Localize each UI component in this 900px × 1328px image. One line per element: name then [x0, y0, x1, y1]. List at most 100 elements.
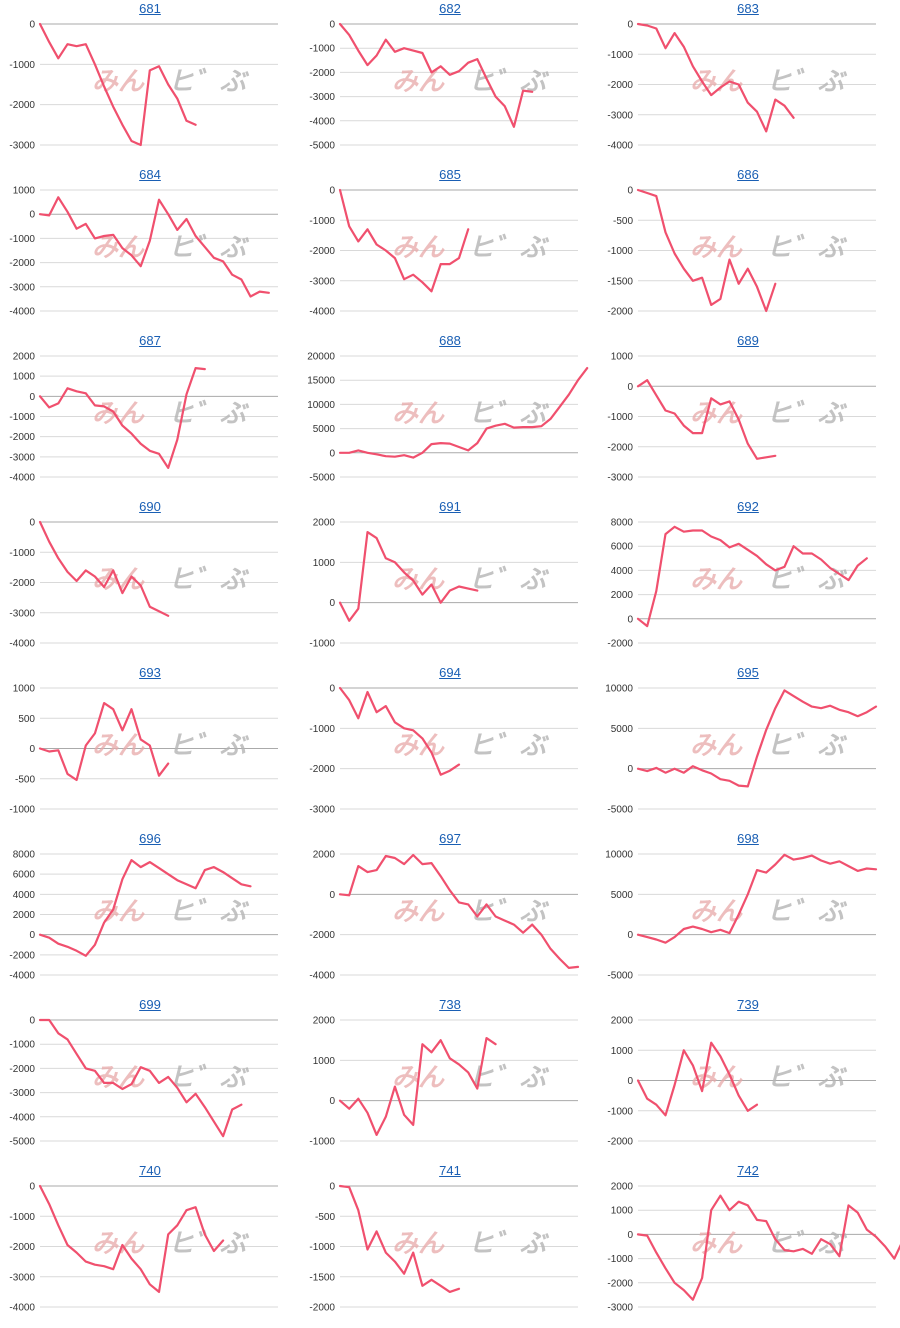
line-chart: 8000 6000 4000 2000 0 -2000 -4000 みん ヒ゛ぶ: [9, 850, 278, 982]
watermark-logo: みん: [392, 67, 445, 97]
y-tick-label: -3000: [9, 1272, 35, 1283]
watermark-logo: ヒ゛ぶ: [766, 731, 848, 761]
y-tick-label: 0: [29, 210, 35, 221]
watermark-logo: ヒ゛ぶ: [168, 67, 250, 97]
line-chart: 2000 1000 0 -1000 -2000 みん ヒ゛ぶ: [607, 1016, 876, 1148]
chart-title-link[interactable]: 682: [439, 1, 461, 16]
chart-681: 681 0 -1000 -2000 -3000 みん ヒ゛ぶ: [0, 0, 300, 166]
y-tick-label: 4000: [611, 566, 634, 577]
y-tick-label: 5000: [313, 424, 336, 435]
chart-title-link[interactable]: 686: [737, 167, 759, 182]
y-tick-label: 0: [29, 392, 35, 403]
watermark-logo: ヒ゛ぶ: [468, 233, 550, 263]
chart-title-link[interactable]: 699: [139, 997, 161, 1012]
watermark-logo: ヒ゛ぶ: [766, 897, 848, 927]
series-line: [636, 1194, 900, 1301]
y-tick-label: -1000: [9, 412, 35, 423]
y-tick-label: 6000: [611, 542, 634, 553]
chart-741: 741 0 -500 -1000 -1500 -2000 みん ヒ゛ぶ: [300, 1162, 600, 1328]
line-chart: 0 -1000 -2000 -3000 -4000 みん ヒ゛ぶ: [607, 20, 876, 152]
y-tick-label: 0: [329, 20, 335, 31]
y-tick-label: -2000: [309, 930, 335, 941]
y-tick-label: -1000: [607, 1106, 633, 1117]
y-tick-label: 0: [29, 1016, 35, 1027]
chart-title-link[interactable]: 741: [439, 1163, 461, 1178]
series-line: [38, 1184, 225, 1293]
y-tick-label: -500: [613, 216, 633, 227]
y-tick-label: -3000: [9, 282, 35, 293]
y-tick-label: -1000: [607, 1254, 633, 1265]
y-tick-label: 4000: [13, 890, 36, 901]
y-tick-label: -3000: [607, 473, 633, 484]
chart-title-link[interactable]: 688: [439, 333, 461, 348]
y-tick-label: 0: [627, 764, 633, 775]
chart-title-link[interactable]: 697: [439, 831, 461, 846]
watermark-logo: みん: [92, 897, 145, 927]
chart-title-link[interactable]: 684: [139, 167, 161, 182]
series-line: [636, 689, 878, 788]
y-tick-label: 1000: [611, 1046, 634, 1057]
watermark-logo: ヒ゛ぶ: [168, 731, 250, 761]
y-tick-label: -3000: [9, 141, 35, 152]
y-tick-label: 0: [329, 598, 335, 609]
y-tick-label: 20000: [307, 352, 335, 363]
chart-696: 696 8000 6000 4000 2000 0 -2000 -4000 みん ヒ゛ぶ: [0, 830, 300, 996]
chart-title-link[interactable]: 698: [737, 831, 759, 846]
y-tick-label: -2000: [607, 639, 633, 650]
y-tick-label: 2000: [13, 352, 36, 363]
y-tick-label: -5000: [9, 1137, 35, 1148]
chart-title-link[interactable]: 693: [139, 665, 161, 680]
y-tick-label: 0: [329, 1182, 335, 1193]
line-chart: 0 -1000 -2000 -3000 -4000 みん ヒ゛ぶ: [309, 186, 578, 318]
y-tick-label: 1000: [13, 372, 36, 383]
y-tick-label: -1000: [607, 50, 633, 61]
chart-title-link[interactable]: 690: [139, 499, 161, 514]
chart-title-link[interactable]: 740: [139, 1163, 161, 1178]
watermark-logo: ヒ゛ぶ: [468, 565, 550, 595]
chart-title-link[interactable]: 687: [139, 333, 161, 348]
y-tick-label: 1000: [313, 558, 336, 569]
y-tick-label: -1000: [309, 216, 335, 227]
y-tick-label: 0: [329, 186, 335, 197]
watermark-logo: ヒ゛ぶ: [168, 897, 250, 927]
chart-694: 694 0 -1000 -2000 -3000 みん ヒ゛ぶ: [300, 664, 600, 830]
chart-title-link[interactable]: 695: [737, 665, 759, 680]
y-tick-label: -2000: [309, 764, 335, 775]
y-tick-label: -1000: [309, 1242, 335, 1253]
chart-698: 698 10000 5000 0 -5000 みん ヒ゛ぶ: [598, 830, 898, 996]
series-line: [38, 22, 197, 147]
series-line: [38, 196, 270, 298]
series-line: [338, 530, 479, 622]
y-tick-label: -3000: [607, 110, 633, 121]
series-line: [636, 188, 777, 313]
y-tick-label: 0: [627, 382, 633, 393]
y-tick-label: -1000: [9, 805, 35, 816]
chart-688: 688 20000 15000 10000 5000 0 -5000 みん ヒ゛ぶ: [300, 332, 600, 498]
y-tick-label: -4000: [9, 473, 35, 484]
chart-title-link[interactable]: 692: [737, 499, 759, 514]
chart-title-link[interactable]: 694: [439, 665, 461, 680]
chart-title-link[interactable]: 738: [439, 997, 461, 1012]
chart-title-link[interactable]: 691: [439, 499, 461, 514]
y-tick-label: 0: [627, 614, 633, 625]
series-line: [338, 22, 534, 128]
chart-title-link[interactable]: 681: [139, 1, 161, 16]
watermark-logo: みん: [690, 1229, 743, 1259]
y-tick-label: 2000: [313, 1016, 336, 1027]
chart-title-link[interactable]: 685: [439, 167, 461, 182]
y-tick-label: -3000: [607, 1303, 633, 1314]
chart-title-link[interactable]: 689: [737, 333, 759, 348]
chart-title-link[interactable]: 742: [737, 1163, 759, 1178]
line-chart: 1000 500 0 -500 -1000 みん ヒ゛ぶ: [9, 684, 278, 816]
chart-title-link[interactable]: 696: [139, 831, 161, 846]
y-tick-label: 0: [329, 1096, 335, 1107]
y-tick-label: -1000: [309, 639, 335, 650]
chart-title-link[interactable]: 683: [737, 1, 759, 16]
chart-title-link[interactable]: 739: [737, 997, 759, 1012]
y-tick-label: -2000: [9, 432, 35, 443]
y-tick-label: -4000: [9, 1112, 35, 1123]
chart-697: 697 2000 0 -2000 -4000 みん ヒ゛ぶ: [300, 830, 600, 996]
